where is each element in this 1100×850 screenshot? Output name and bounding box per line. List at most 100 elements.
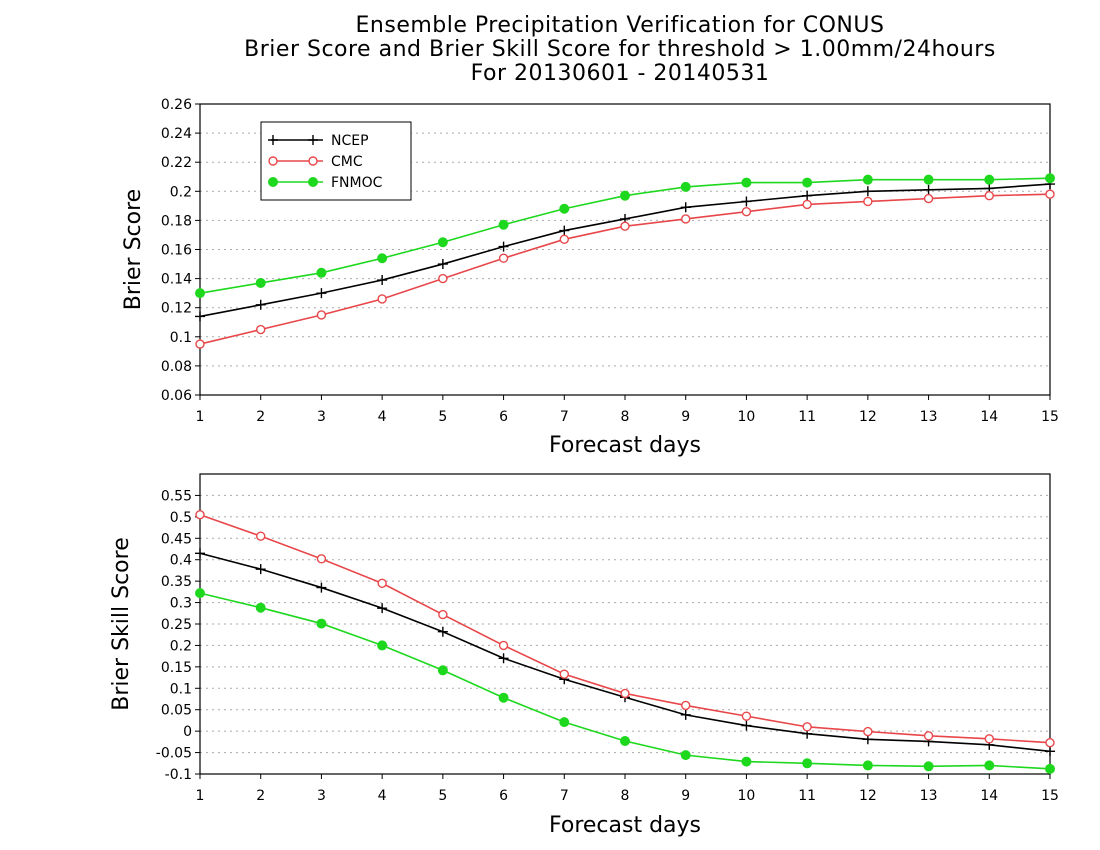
data-point-ncep xyxy=(559,225,570,236)
y-tick-label: 0.1 xyxy=(170,681,192,697)
y-tick-label: 0.16 xyxy=(161,243,192,259)
data-point-ncep xyxy=(802,190,813,201)
data-point-fnmoc xyxy=(195,588,205,599)
x-tick-label: 3 xyxy=(317,788,326,804)
data-point-ncep xyxy=(498,241,509,252)
data-point-cmc xyxy=(498,640,509,651)
x-tick-label: 6 xyxy=(499,788,508,804)
x-tick-label: 2 xyxy=(256,409,265,425)
data-point-cmc xyxy=(984,734,994,744)
data-point-fnmoc xyxy=(316,267,327,278)
x-tick-label: 15 xyxy=(1041,409,1059,425)
x-tick-label: 5 xyxy=(438,409,447,425)
data-point-cmc xyxy=(681,214,691,224)
data-point-fnmoc xyxy=(680,181,691,192)
data-point-cmc xyxy=(984,190,994,201)
x-tick-label: 1 xyxy=(196,409,205,425)
data-point-fnmoc xyxy=(559,717,570,728)
y-tick-label: 0.06 xyxy=(161,388,192,404)
x-tick-label: 10 xyxy=(738,788,756,804)
x-tick-label: 8 xyxy=(621,788,630,804)
data-point-ncep xyxy=(316,582,327,593)
series-line-cmc xyxy=(199,513,1051,744)
data-point-ncep xyxy=(195,311,205,322)
data-point-fnmoc xyxy=(1045,173,1055,184)
data-point-ncep xyxy=(680,709,691,720)
data-point-cmc xyxy=(195,339,205,349)
data-point-cmc xyxy=(802,722,812,732)
y-tick-label: 0.14 xyxy=(161,272,192,288)
x-tick-label: 11 xyxy=(798,788,816,804)
data-point-fnmoc xyxy=(923,174,934,185)
y-tick-label: 0 xyxy=(183,724,192,740)
data-point-cmc xyxy=(256,531,266,541)
plot-frame xyxy=(199,473,1051,775)
data-point-cmc xyxy=(377,578,387,588)
y-tick-label: 0.35 xyxy=(161,574,192,590)
data-point-fnmoc xyxy=(802,758,813,769)
legend-label-ncep: NCEP xyxy=(331,133,369,149)
x-tick-label: 2 xyxy=(256,788,265,804)
brier-skill-score-panel: -0.1 -0.05 0 0.05 0.1 0.15 0.2 0.25 0.3 0.35 0.4 0.… xyxy=(109,473,1059,838)
y-tick-label: 0.5 xyxy=(170,510,192,526)
legend-marker-cmc xyxy=(268,156,278,166)
x-tick-label: 13 xyxy=(920,409,938,425)
data-point-ncep xyxy=(862,186,873,197)
data-point-cmc xyxy=(741,206,752,217)
x-tick-label: 12 xyxy=(859,409,877,425)
data-point-fnmoc xyxy=(377,253,388,264)
data-point-cmc xyxy=(559,669,569,679)
data-point-cmc xyxy=(620,688,630,699)
data-point-fnmoc xyxy=(1045,763,1055,774)
data-point-ncep xyxy=(923,184,934,195)
data-point-ncep xyxy=(680,202,691,213)
data-point-fnmoc xyxy=(255,602,266,613)
data-point-ncep xyxy=(255,299,266,310)
x-tick-label: 1 xyxy=(196,788,205,804)
data-point-fnmoc xyxy=(255,277,266,288)
x-tick-label: 3 xyxy=(317,409,326,425)
series-line-ncep xyxy=(199,552,1051,753)
y-tick-label: 0.3 xyxy=(170,596,192,612)
data-point-fnmoc xyxy=(741,177,752,188)
legend-label-cmc: CMC xyxy=(331,154,363,170)
data-point-fnmoc xyxy=(741,756,752,767)
y-tick-label: 0.4 xyxy=(170,553,192,569)
chart-title-line2: Brier Score and Brier Skill Score for th… xyxy=(244,37,996,62)
y-tick-label: 0.18 xyxy=(161,213,192,229)
data-point-fnmoc xyxy=(498,692,509,703)
y-tick-label: 0.1 xyxy=(170,330,192,346)
data-point-ncep xyxy=(437,626,448,637)
data-point-ncep xyxy=(316,288,327,299)
data-point-fnmoc xyxy=(984,760,995,771)
y-tick-label: 0.05 xyxy=(161,703,192,719)
data-point-cmc xyxy=(741,711,752,721)
y-tick-label: 0.22 xyxy=(161,155,192,171)
x-tick-label: 4 xyxy=(378,409,387,425)
data-point-fnmoc xyxy=(195,288,205,299)
data-point-fnmoc xyxy=(620,190,630,201)
x-tick-label: 4 xyxy=(378,788,387,804)
y-tick-label: 0.2 xyxy=(170,184,192,200)
y-tick-label: 0.26 xyxy=(161,97,192,113)
legend-marker-fnmoc xyxy=(308,177,318,187)
data-point-fnmoc xyxy=(437,665,448,676)
y-tick-label: 0.55 xyxy=(161,488,192,504)
data-point-fnmoc xyxy=(620,736,630,746)
data-point-fnmoc xyxy=(862,760,873,771)
x-tick-label: 5 xyxy=(438,788,447,804)
y-tick-label: 0.25 xyxy=(161,617,192,633)
legend-marker-ncep xyxy=(308,135,318,145)
x-tick-label: 12 xyxy=(859,788,877,804)
x-tick-label: 6 xyxy=(499,409,508,425)
data-point-cmc xyxy=(559,234,569,245)
data-point-fnmoc xyxy=(680,750,691,761)
data-point-ncep xyxy=(741,196,752,207)
data-point-cmc xyxy=(923,731,934,741)
data-point-ncep xyxy=(437,259,448,270)
data-point-ncep xyxy=(255,564,266,575)
data-point-cmc xyxy=(923,193,934,204)
data-point-cmc xyxy=(256,324,266,335)
series-line-ncep xyxy=(199,183,1051,318)
